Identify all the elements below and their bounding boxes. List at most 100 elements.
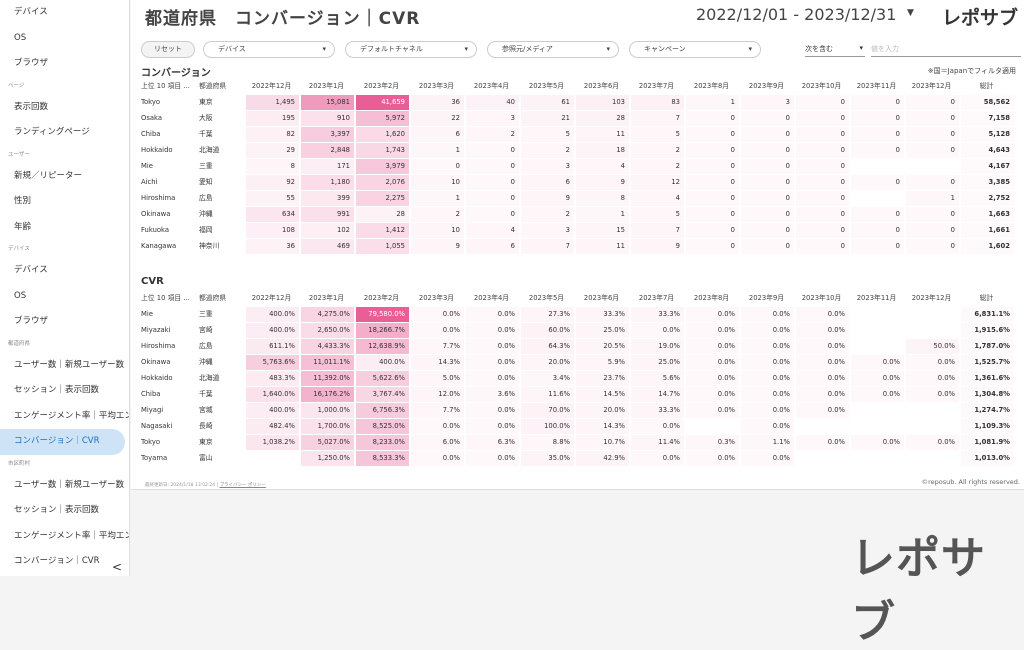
column-header[interactable]: 2023年12月 <box>911 82 952 90</box>
column-header[interactable]: 2023年6月 <box>583 294 620 302</box>
cell: 4 <box>466 223 519 238</box>
cell: 5.0% <box>411 371 464 386</box>
sidebar-item[interactable]: コンバージョン｜CVR <box>0 429 125 455</box>
column-header[interactable]: 2023年1月 <box>308 294 345 302</box>
cell: 6 <box>411 127 464 142</box>
filter-dropdown[interactable]: デフォルトチャネル <box>345 41 477 58</box>
privacy-link[interactable]: プライバシー ポリシー <box>219 483 266 488</box>
cell: 3.4% <box>521 371 574 386</box>
column-header[interactable]: 2023年11月 <box>856 294 897 302</box>
column-header[interactable]: 2023年2月 <box>363 82 400 90</box>
sidebar-item[interactable]: エンゲージメント率｜平均エンゲージメント時間 <box>14 410 129 421</box>
sidebar-section: ユーザー <box>8 151 30 158</box>
filter-dropdown[interactable]: キャンペーン <box>629 41 761 58</box>
column-header[interactable]: 2023年4月 <box>473 294 510 302</box>
cell: 0.0% <box>686 451 739 466</box>
filter-dropdown[interactable]: デバイス <box>203 41 335 58</box>
cell: 0 <box>686 239 739 254</box>
column-header[interactable]: 総計 <box>979 294 994 302</box>
sidebar-item[interactable]: セッション｜表示回数 <box>14 385 100 395</box>
cell: 1,250.0% <box>301 451 354 466</box>
collapse-button[interactable]: < <box>112 560 123 574</box>
sidebar-item[interactable]: OS <box>14 290 27 301</box>
sidebar-item[interactable]: ランディングページ <box>14 127 90 137</box>
column-header[interactable]: 2023年4月 <box>473 82 510 90</box>
cell: 4,275.0% <box>301 307 354 322</box>
cell: 0.0% <box>741 451 794 466</box>
column-header[interactable]: 2023年8月 <box>693 294 730 302</box>
column-header[interactable]: 2023年10月 <box>801 82 842 90</box>
sidebar-item[interactable]: デバイス <box>14 265 48 275</box>
sidebar-section: デバイス <box>8 246 30 252</box>
row-label: 三重 <box>199 310 213 318</box>
cell: 9 <box>631 239 684 254</box>
column-header[interactable]: 2022年12月 <box>251 294 292 302</box>
column-header[interactable]: 2023年2月 <box>363 294 400 302</box>
column-header[interactable]: 2023年3月 <box>418 294 455 302</box>
cell <box>906 451 959 466</box>
cell: 29 <box>246 143 299 158</box>
cell: 0.0% <box>686 403 739 418</box>
sidebar-item[interactable]: 新規／リピーター <box>14 170 83 181</box>
column-header[interactable]: 2023年3月 <box>418 82 455 90</box>
cell: 15,081 <box>301 95 354 110</box>
cell: 61 <box>521 95 574 110</box>
date-range[interactable]: 2022/12/01 - 2023/12/31 <box>696 5 897 24</box>
sidebar-item[interactable]: ブラウザ <box>14 316 49 326</box>
sidebar-item[interactable]: セッション｜表示回数 <box>14 505 100 515</box>
column-header[interactable]: 2022年12月 <box>251 82 292 90</box>
column-header[interactable]: 2023年5月 <box>528 82 565 90</box>
cell: 14.3% <box>411 355 464 370</box>
column-header[interactable]: 2023年9月 <box>748 82 785 90</box>
cell: 10 <box>411 175 464 190</box>
cell: 58,562 <box>961 95 1014 110</box>
cell: 0.0% <box>741 371 794 386</box>
column-header[interactable]: 2023年10月 <box>801 294 842 302</box>
cell: 8.8% <box>521 435 574 450</box>
column-header[interactable]: 2023年7月 <box>638 82 675 90</box>
column-header[interactable]: 総計 <box>979 82 994 90</box>
match-select[interactable]: 次を含む <box>805 44 865 57</box>
cell: 0 <box>851 175 904 190</box>
cell: 33.3% <box>631 403 684 418</box>
cell: 79,580.0% <box>356 307 409 322</box>
date-caret[interactable]: ▼ <box>907 8 914 18</box>
cell: 0.0% <box>686 323 739 338</box>
cell: 0.0% <box>906 387 959 402</box>
sidebar-item[interactable]: ユーザー数｜新規ユーザー数 <box>14 359 125 370</box>
sidebar-item[interactable]: 表示回数 <box>14 101 49 112</box>
column-header[interactable]: 2023年1月 <box>308 82 345 90</box>
row-label: 北海道 <box>199 146 220 154</box>
column-header[interactable]: 2023年11月 <box>856 82 897 90</box>
row-label: 愛知 <box>199 178 213 186</box>
filter-dropdown[interactable]: 参照元/メディア <box>487 41 619 58</box>
value-input[interactable]: 値を入力 <box>871 44 1021 57</box>
reset-button[interactable]: リセット <box>141 41 195 58</box>
column-header[interactable]: 2023年7月 <box>638 294 675 302</box>
column-header[interactable]: 2023年8月 <box>693 82 730 90</box>
column-header[interactable]: 2023年12月 <box>911 294 952 302</box>
cell: 7 <box>631 111 684 126</box>
row-label: 宮崎 <box>199 326 213 334</box>
sidebar-item[interactable]: OS <box>14 32 27 43</box>
cell: 14.5% <box>576 387 629 402</box>
column-header: 都道府県 <box>199 82 227 90</box>
column-header[interactable]: 2023年5月 <box>528 294 565 302</box>
sidebar-item[interactable]: 年齢 <box>14 221 32 232</box>
cell: 1,495 <box>246 95 299 110</box>
cell: 483.3% <box>246 371 299 386</box>
sidebar-item[interactable]: コンバージョン｜CVR <box>14 556 100 566</box>
column-header[interactable]: 2023年9月 <box>748 294 785 302</box>
sidebar-item[interactable]: ユーザー数｜新規ユーザー数 <box>14 479 125 490</box>
cell: 7 <box>631 223 684 238</box>
cell: 0.0% <box>741 323 794 338</box>
cell: 8,533.3% <box>356 451 409 466</box>
column-header[interactable]: 2023年6月 <box>583 82 620 90</box>
sidebar-item[interactable]: デバイス <box>14 7 48 17</box>
cell: 70.0% <box>521 403 574 418</box>
sidebar-section: 市区町村 <box>8 460 31 467</box>
cell: 1,013.0% <box>961 451 1014 466</box>
sidebar-item[interactable]: 性別 <box>14 196 32 206</box>
sidebar-item[interactable]: エンゲージメント率｜平均エンゲージメント時間 <box>14 530 129 541</box>
sidebar-item[interactable]: ブラウザ <box>14 58 49 68</box>
